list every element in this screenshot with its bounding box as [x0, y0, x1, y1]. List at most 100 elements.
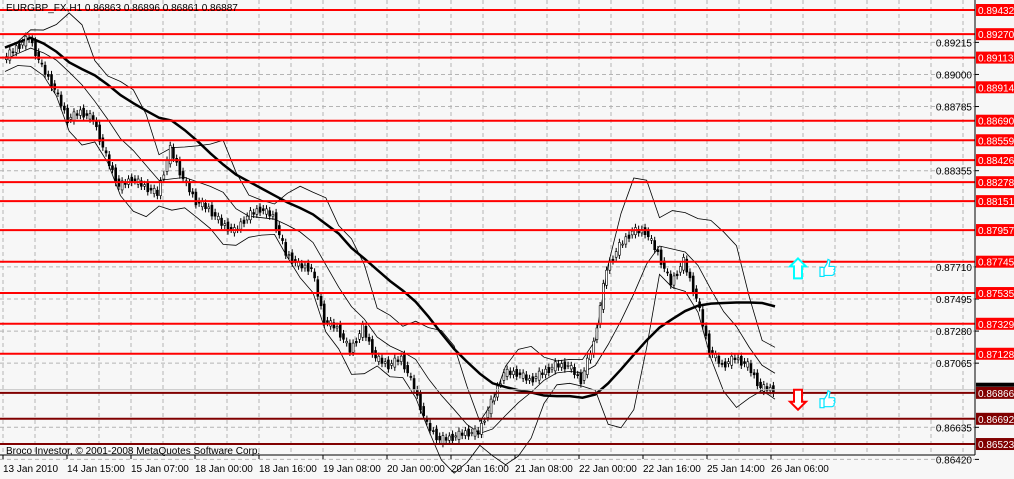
candle-body	[37, 51, 40, 60]
candle-body	[133, 178, 137, 182]
candle-body	[290, 252, 294, 264]
candle-body	[467, 428, 470, 437]
resistance-level-label: 0.87535	[978, 289, 1014, 300]
candle-body	[95, 120, 98, 128]
candle-body	[364, 326, 368, 338]
candle-body	[762, 384, 766, 392]
candle-body	[435, 428, 438, 441]
resistance-level-label: 0.88559	[978, 136, 1014, 147]
resistance-level-label-bg	[976, 224, 1014, 237]
support-level-label-bg	[976, 412, 1014, 425]
candle-body	[79, 109, 82, 116]
candle-body	[752, 372, 756, 376]
candle-body	[300, 263, 304, 269]
candle-body	[749, 363, 753, 374]
candle-body	[146, 182, 150, 193]
candle-body	[11, 51, 15, 54]
candle-body	[621, 243, 624, 246]
candle-body	[261, 208, 265, 211]
candle-body	[576, 374, 579, 376]
candle-body	[428, 422, 432, 431]
candle-body	[213, 212, 217, 217]
candle-body	[740, 355, 743, 366]
candle-body	[589, 353, 592, 361]
resistance-level-label: 0.88151	[978, 197, 1014, 208]
candle-body	[646, 230, 650, 238]
thumbs-up-icon	[819, 389, 836, 409]
candle-body	[656, 249, 660, 253]
candle-body	[178, 160, 182, 176]
candle-body	[383, 361, 387, 364]
resistance-level-label: 0.88278	[978, 178, 1014, 189]
candle-body	[204, 202, 207, 209]
support-level-label-bg	[976, 386, 1014, 399]
candle-body	[412, 378, 416, 390]
candle-body	[553, 361, 557, 372]
candle-body	[537, 370, 541, 381]
candle-body	[630, 230, 634, 236]
candle-body	[595, 327, 599, 340]
candle-body	[521, 372, 525, 379]
candle-body	[759, 381, 762, 389]
candle-body	[207, 206, 211, 209]
candle-body	[30, 38, 34, 44]
bollinger-upper	[4, 12, 776, 423]
resistance-level-label: 0.87745	[978, 258, 1014, 269]
resistance-level-label-bg	[976, 154, 1014, 167]
candle-body	[152, 188, 156, 194]
price-tick-label: 0.89215	[936, 38, 973, 49]
support-level-label-bg	[976, 438, 1014, 451]
candle-body	[406, 365, 409, 374]
candle-body	[502, 372, 506, 381]
candle-body	[69, 117, 73, 120]
candle-body	[149, 187, 153, 191]
candle-body	[345, 340, 348, 344]
candle-body	[464, 430, 467, 436]
up-arrow-icon	[787, 256, 809, 280]
candle-body	[717, 355, 721, 364]
resistance-level-label-bg	[976, 4, 1014, 16]
time-tick-label: 14 Jan 15:00	[67, 464, 125, 475]
candle-body	[611, 258, 615, 262]
price-tick-label: 0.88785	[936, 103, 973, 114]
candle-body	[63, 105, 66, 111]
candle-body	[669, 273, 673, 286]
candle-body	[380, 357, 384, 364]
candle-body	[101, 137, 105, 148]
candle-body	[727, 361, 730, 364]
candle-body	[172, 146, 175, 159]
candle-body	[326, 320, 329, 323]
candle-body	[66, 107, 69, 124]
candle-body	[358, 333, 361, 340]
candle-body	[691, 275, 695, 293]
candle-body	[88, 113, 92, 120]
candle-body	[143, 184, 146, 187]
candle-body	[675, 273, 679, 277]
candle-body	[313, 271, 316, 279]
candle-body	[518, 372, 522, 376]
resistance-level-label: 0.87128	[978, 350, 1014, 361]
candle-body	[332, 322, 336, 329]
resistance-level-label-bg	[976, 134, 1014, 147]
candle-body	[82, 107, 85, 118]
candle-body	[614, 251, 618, 258]
candle-body	[319, 296, 323, 307]
candle-body	[258, 206, 262, 213]
price-tick-label: 0.87495	[936, 295, 973, 306]
candle-body	[618, 242, 621, 256]
candle-body	[598, 305, 602, 325]
candle-body	[602, 283, 605, 310]
candle-body	[765, 386, 769, 391]
candle-body	[403, 354, 406, 370]
candle-body	[245, 215, 249, 221]
resistance-level-label: 0.88690	[978, 117, 1014, 128]
candle-body	[306, 263, 310, 272]
candle-body	[223, 223, 227, 226]
bollinger-middle	[4, 47, 776, 434]
resistance-level-label: 0.87329	[978, 320, 1014, 331]
candle-body	[659, 249, 663, 265]
candle-body	[165, 159, 169, 172]
candle-body	[348, 342, 352, 353]
candle-body	[220, 217, 223, 226]
time-tick-label: 18 Jan 00:00	[195, 464, 253, 475]
